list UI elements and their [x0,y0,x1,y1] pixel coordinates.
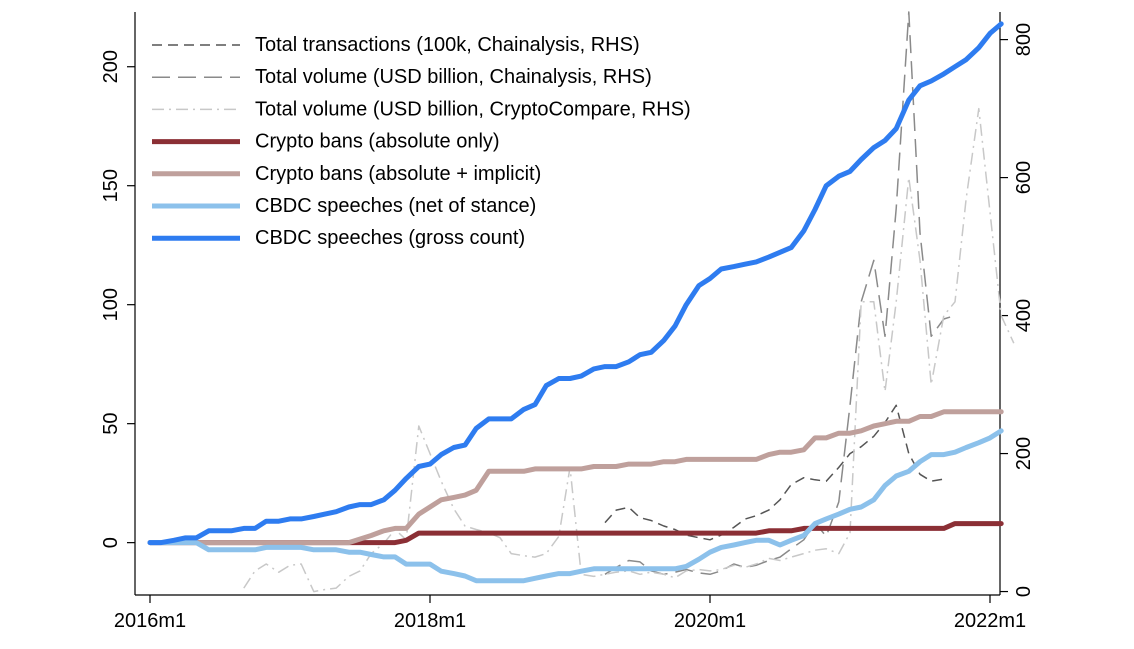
legend-label: Total volume (USD billion, CryptoCompare… [255,98,691,120]
series-line-1 [604,404,944,541]
y-left-tick-label: 0 [100,537,122,548]
series-line-7 [147,21,1004,546]
legend-label: Total transactions (100k, Chainalysis, R… [255,34,640,56]
y-left-tick-label: 150 [100,169,122,202]
x-tick-label: 2020m1 [674,610,746,632]
series-line-4 [147,521,1004,546]
series-line-6 [147,428,1004,584]
y-left-tick-label: 50 [100,413,122,435]
y-right-tick-label: 600 [1013,161,1035,194]
x-tick-label: 2016m1 [114,610,186,632]
legend-label: Crypto bans (absolute only) [255,131,500,153]
legend-label: Crypto bans (absolute + implicit) [255,163,541,185]
legend-label: Total volume (USD billion, Chainalysis, … [255,66,652,88]
axes: 0 50 100 150 200 0 200 400 600 800 2016m1 2018m1 202… [100,12,1035,632]
y-right-tick-label: 200 [1013,437,1035,470]
y-right-tick-label: 0 [1013,586,1035,597]
y-right-tick-label: 400 [1013,299,1035,332]
y-left-tick-label: 100 [100,288,122,321]
legend-label: CBDC speeches (net of stance) [255,195,536,217]
y-left-tick-label: 200 [100,50,122,83]
x-tick-label: 2018m1 [394,610,466,632]
legend-label: CBDC speeches (gross count) [255,227,525,249]
series-layer [147,11,1015,593]
y-right-tick-label: 800 [1013,23,1035,56]
legend: Total transactions (100k, Chainalysis, R… [152,34,691,249]
x-tick-label: 2022m1 [954,610,1026,632]
series-line-5 [147,409,1004,546]
